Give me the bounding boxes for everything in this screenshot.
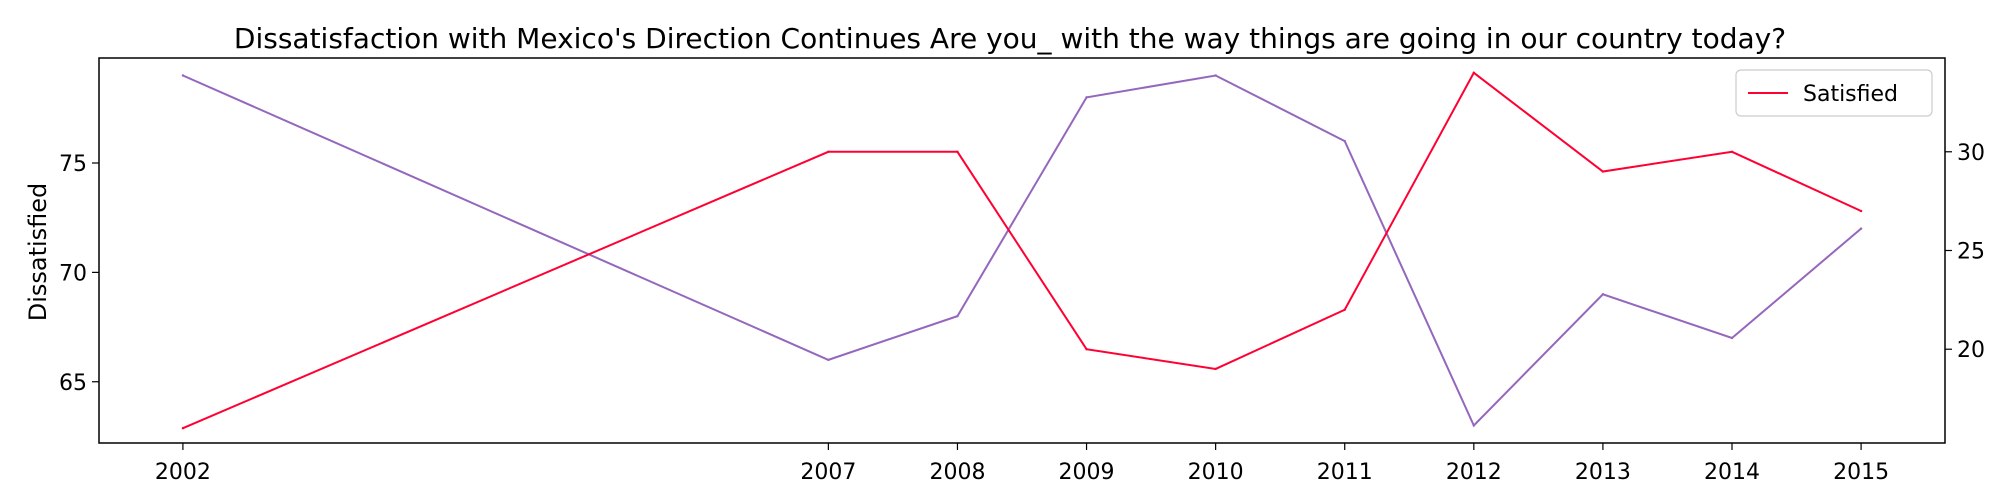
data-point: [1343, 308, 1346, 311]
data-point: [181, 426, 185, 430]
y-tick-label-right: 30: [1957, 141, 1985, 166]
legend: Satisfied: [1735, 69, 1933, 117]
chart-title: Dissatisfaction with Mexico's Direction …: [234, 22, 1786, 55]
y-tick-label-left: 75: [59, 152, 87, 177]
series-line-dissatisfied: [182, 74, 1862, 428]
data-point: [1085, 348, 1088, 351]
x-tick-label: 2015: [1833, 460, 1889, 485]
x-tick-label: 2002: [155, 460, 211, 485]
x-tick-label: 2009: [1059, 460, 1115, 485]
data-point: [1601, 170, 1605, 173]
data-point: [1472, 71, 1476, 75]
y-tick-label-left: 65: [59, 371, 87, 396]
data-point: [1859, 227, 1863, 230]
legend-label: Satisfied: [1803, 82, 1898, 107]
data-point: [827, 358, 830, 362]
data-point: [1730, 150, 1734, 153]
legend-box: [1735, 69, 1933, 117]
data-point: [1601, 293, 1605, 296]
y-axis-label-left: Dissatisfied: [24, 183, 52, 322]
y-tick-label-left: 70: [59, 261, 87, 286]
axes: 2002 2007 2008 2009 2010 2011 2012 2013 2014 2015…: [59, 141, 1985, 485]
x-tick-label: 2008: [929, 460, 985, 485]
plot-area: [181, 71, 1863, 430]
data-point: [1085, 96, 1088, 99]
x-tick-label: 2011: [1317, 460, 1373, 485]
x-tick-label: 2013: [1575, 460, 1631, 485]
data-point: [181, 74, 185, 77]
series-line-satisfied: [182, 71, 1862, 430]
y-tick-label-right: 20: [1957, 338, 1985, 363]
data-point: [827, 150, 830, 153]
data-point: [1472, 424, 1476, 427]
data-point: [1214, 74, 1217, 77]
data-point: [1343, 139, 1346, 143]
data-point: [1730, 336, 1734, 340]
x-tick-label: 2010: [1188, 460, 1244, 485]
data-point: [956, 314, 959, 318]
y-tick-label-right: 25: [1957, 240, 1985, 265]
data-point: [1214, 367, 1217, 371]
x-tick-label: 2007: [800, 460, 856, 485]
data-point: [1859, 209, 1863, 213]
x-tick-label: 2014: [1704, 460, 1760, 485]
data-point: [956, 150, 959, 153]
x-tick-label: 2012: [1446, 460, 1502, 485]
